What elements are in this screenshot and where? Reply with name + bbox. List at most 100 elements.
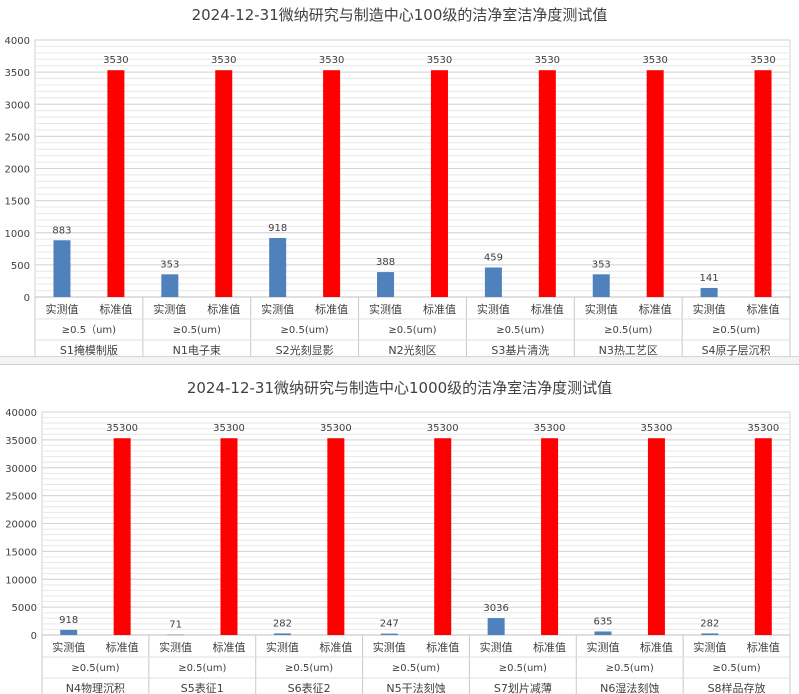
bar-chart-class-1000: 0 5000 10000 15000 20000 25000 30000 35000 40000…: [5, 408, 791, 694]
area-name-label: S4原子层沉积: [702, 344, 771, 356]
particle-size-label: ≥0.5(um): [604, 325, 652, 336]
bar-standard: [538, 70, 556, 297]
area-name-label: N4物理沉积: [66, 681, 125, 694]
bar-measured: [60, 629, 78, 635]
series-category-label: 实测值: [261, 302, 294, 316]
y-tick-label: 5000: [12, 603, 37, 614]
data-label: 71: [169, 620, 182, 631]
y-tick-label: 25000: [5, 492, 37, 503]
series-category-label: 标准值: [315, 302, 348, 316]
data-label: 3530: [103, 55, 128, 66]
bar-measured: [269, 238, 287, 297]
bar-measured: [484, 267, 502, 297]
data-label: 3530: [319, 55, 344, 66]
series-category-label: 实测值: [369, 302, 402, 316]
data-label: 35300: [427, 423, 459, 434]
bar-measured: [53, 240, 71, 297]
bar-standard: [541, 438, 559, 635]
bar-measured: [377, 272, 395, 297]
y-tick-label: 20000: [5, 520, 37, 531]
chart-panel-class-100: 2024-12-31微纳研究与制造中心100级的洁净室洁净度测试值 0 500 10…: [4, 6, 791, 356]
y-tick-label: 2000: [5, 165, 30, 176]
data-label: 883: [52, 225, 71, 236]
y-tick-label: 15000: [5, 547, 37, 558]
series-category-label: 标准值: [639, 302, 672, 316]
data-label: 3530: [535, 55, 560, 66]
y-tick-label: 3500: [5, 68, 30, 79]
particle-size-label: ≥0.5(um): [281, 325, 329, 336]
bar-standard: [327, 438, 345, 635]
particle-size-label: ≥0.5(um): [499, 663, 547, 674]
series-category-label: 实测值: [587, 640, 620, 654]
bar-standard: [107, 70, 125, 297]
data-label: 3530: [750, 55, 775, 66]
y-tick-label: 0: [24, 293, 30, 304]
bar-standard: [647, 438, 665, 635]
series-category-label: 标准值: [319, 640, 352, 654]
area-name-label: S6表征2: [288, 681, 331, 694]
data-label: 459: [484, 253, 503, 264]
bar-standard: [323, 70, 341, 297]
series-category-label: 实测值: [585, 302, 618, 316]
bar-measured: [701, 633, 719, 635]
y-tick-label: 40000: [5, 408, 37, 419]
data-label: 388: [376, 257, 395, 268]
series-category-label: 标准值: [99, 302, 132, 316]
chart-title: 2024-12-31微纳研究与制造中心100级的洁净室洁净度测试值: [191, 6, 608, 24]
series-category-label: 标准值: [533, 640, 566, 654]
series-category-label: 标准值: [106, 640, 139, 654]
chart-title: 2024-12-31微纳研究与制造中心1000级的洁净室洁净度测试值: [186, 379, 613, 397]
series-category-label: 实测值: [52, 640, 85, 654]
y-tick-label: 2500: [5, 132, 30, 143]
data-label: 35300: [641, 423, 673, 434]
bar-measured: [167, 634, 185, 636]
bar-standard: [220, 438, 238, 635]
particle-size-label: ≥0.5(um): [606, 663, 654, 674]
series-category-label: 标准值: [207, 302, 240, 316]
data-label: 141: [700, 273, 719, 284]
series-category-label: 标准值: [423, 302, 456, 316]
data-label: 35300: [106, 423, 138, 434]
bar-chart-class-100: 0 500 1000 1500 2000 2500 3000 3500 4000 883 实测值 35…: [5, 36, 791, 356]
area-name-label: N5干法刻蚀: [386, 681, 445, 694]
data-label: 918: [268, 223, 287, 234]
bar-standard: [113, 438, 131, 635]
area-name-label: S2光刻显影: [276, 343, 334, 356]
area-name-label: S8样品存放: [708, 681, 766, 694]
bar-measured: [161, 274, 179, 297]
bar-measured: [594, 631, 612, 635]
particle-size-label: ≥0.5（um): [62, 324, 116, 336]
bar-standard: [646, 70, 664, 297]
data-label: 353: [592, 259, 611, 270]
y-tick-label: 3000: [5, 100, 30, 111]
series-category-label: 标准值: [747, 302, 780, 316]
bar-standard: [754, 438, 772, 635]
panel-divider: [0, 356, 799, 365]
data-label: 635: [593, 616, 612, 627]
series-category-label: 实测值: [159, 640, 192, 654]
area-name-label: N3热工艺区: [599, 344, 658, 356]
bar-measured: [380, 633, 398, 635]
series-category-label: 实测值: [693, 302, 726, 316]
y-tick-label: 0: [31, 631, 37, 642]
bar-measured: [700, 287, 718, 297]
series-category-label: 标准值: [213, 640, 246, 654]
particle-size-label: ≥0.5(um): [71, 663, 119, 674]
y-tick-label: 10000: [5, 575, 37, 586]
y-tick-label: 1500: [5, 197, 30, 208]
area-name-label: N2光刻区: [388, 343, 436, 356]
data-label: 353: [160, 259, 179, 270]
y-tick-label: 4000: [5, 36, 30, 47]
bar-standard: [430, 70, 448, 297]
bar-measured: [273, 633, 291, 635]
data-label: 282: [273, 618, 292, 629]
area-name-label: S5表征1: [181, 681, 224, 694]
series-category-label: 实测值: [45, 302, 78, 316]
bar-standard: [754, 70, 772, 297]
series-category-label: 实测值: [373, 640, 406, 654]
data-label: 3530: [642, 55, 667, 66]
data-label: 3036: [483, 603, 508, 614]
data-label: 918: [59, 615, 78, 626]
series-category-label: 标准值: [426, 640, 459, 654]
particle-size-label: ≥0.5(um): [388, 325, 436, 336]
